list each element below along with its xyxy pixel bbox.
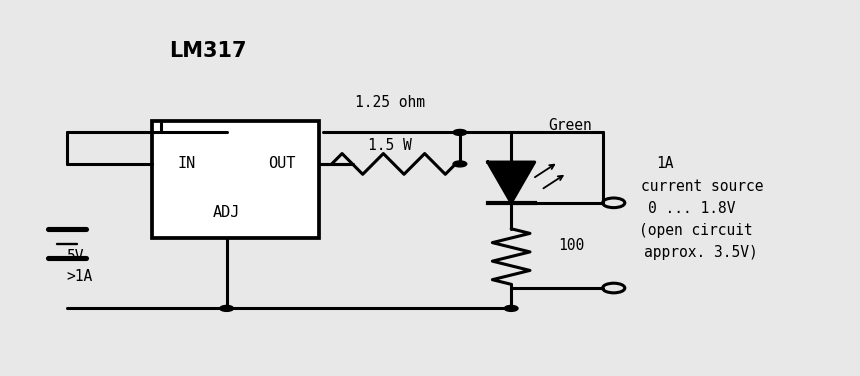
Text: approx. 3.5V): approx. 3.5V)	[643, 245, 758, 260]
Text: ADJ: ADJ	[213, 205, 240, 220]
Text: (open circuit: (open circuit	[639, 223, 753, 238]
Circle shape	[453, 129, 467, 135]
Text: >1A: >1A	[67, 270, 93, 284]
Text: 0 ... 1.8V: 0 ... 1.8V	[648, 201, 735, 216]
Bar	[152, 121, 319, 238]
Text: 1A: 1A	[656, 156, 674, 171]
Circle shape	[453, 161, 467, 167]
Text: OUT: OUT	[268, 156, 296, 171]
Text: 5V: 5V	[67, 249, 84, 264]
Text: Green: Green	[548, 118, 592, 132]
Circle shape	[220, 305, 233, 311]
Circle shape	[504, 305, 518, 311]
Text: 100: 100	[558, 238, 585, 253]
Text: current source: current source	[641, 179, 764, 194]
Text: 1.25 ohm: 1.25 ohm	[355, 95, 425, 110]
Text: IN: IN	[177, 156, 195, 171]
Text: LM317: LM317	[169, 41, 247, 61]
Text: 1.5 W: 1.5 W	[368, 138, 412, 153]
Polygon shape	[488, 162, 535, 203]
